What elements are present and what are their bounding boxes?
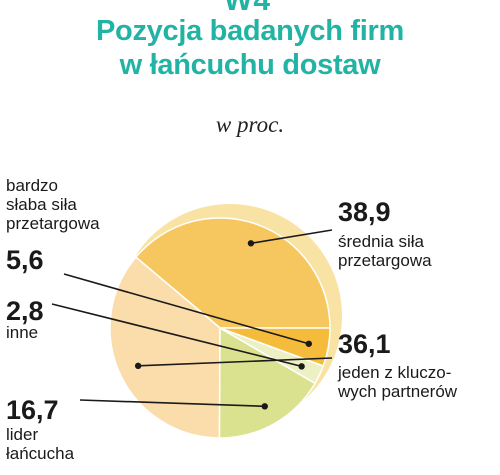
slice-value-lider: 16,7 — [6, 395, 59, 425]
slice-value-inne: 2,8 — [6, 296, 44, 326]
leader-line — [138, 357, 333, 367]
chart-subtitle: w proc. — [215, 112, 285, 137]
slice-label-inne: inne — [6, 323, 38, 342]
pie-slice — [109, 256, 221, 439]
leader-dot — [261, 403, 268, 410]
leader-line — [51, 303, 302, 368]
slice-label-line: słaba siła — [6, 195, 77, 214]
slice-label-line: bardzo — [6, 176, 58, 195]
pie-slices — [109, 204, 342, 439]
leader-line — [79, 399, 265, 408]
leader-dot — [134, 362, 142, 370]
slice-label-slaba: bardzo słaba siła przetargowa — [6, 176, 100, 233]
title-line-1: Pozycja badanych firm — [96, 15, 404, 47]
slice-label-line: przetargowa — [6, 214, 100, 233]
pie-slice — [218, 326, 317, 439]
slice-label-line: inne — [6, 323, 39, 342]
slice-label-line: wych partnerów — [338, 382, 458, 401]
slice-value-sredniasila: 38,9 — [338, 197, 391, 227]
title-line-2: w łańcuchu dostaw — [119, 49, 381, 81]
slice-label-line: średnia siła — [338, 232, 424, 251]
slice-label-lider: lider łańcucha — [6, 425, 74, 463]
leader-dot — [247, 240, 255, 247]
leader-line — [250, 229, 333, 245]
leader-dot — [298, 363, 305, 370]
slice-value-slaba: 5,6 — [6, 245, 44, 275]
leader-line — [63, 273, 310, 345]
figure-code: W4 — [224, 0, 271, 17]
slice-label-line: lider — [6, 425, 39, 444]
leader-dot — [305, 340, 313, 347]
slice-value-kluczowi: 36,1 — [338, 329, 391, 359]
slice-label-line: jeden z kluczo- — [338, 363, 452, 382]
slice-label-line: łańcucha — [6, 444, 75, 463]
chart-title: Pozycja badanych firm w łańcuchu dostaw — [0, 14, 500, 82]
leader-lines — [51, 229, 333, 410]
pie-slice — [134, 217, 331, 329]
slice-label-line: przetargowa — [338, 251, 432, 270]
slice-label-sredniasila: średnia siła przetargowa — [338, 232, 432, 270]
slice-label-kluczowi: jeden z kluczo- wych partnerów — [338, 363, 457, 401]
pie-slice — [219, 327, 331, 367]
